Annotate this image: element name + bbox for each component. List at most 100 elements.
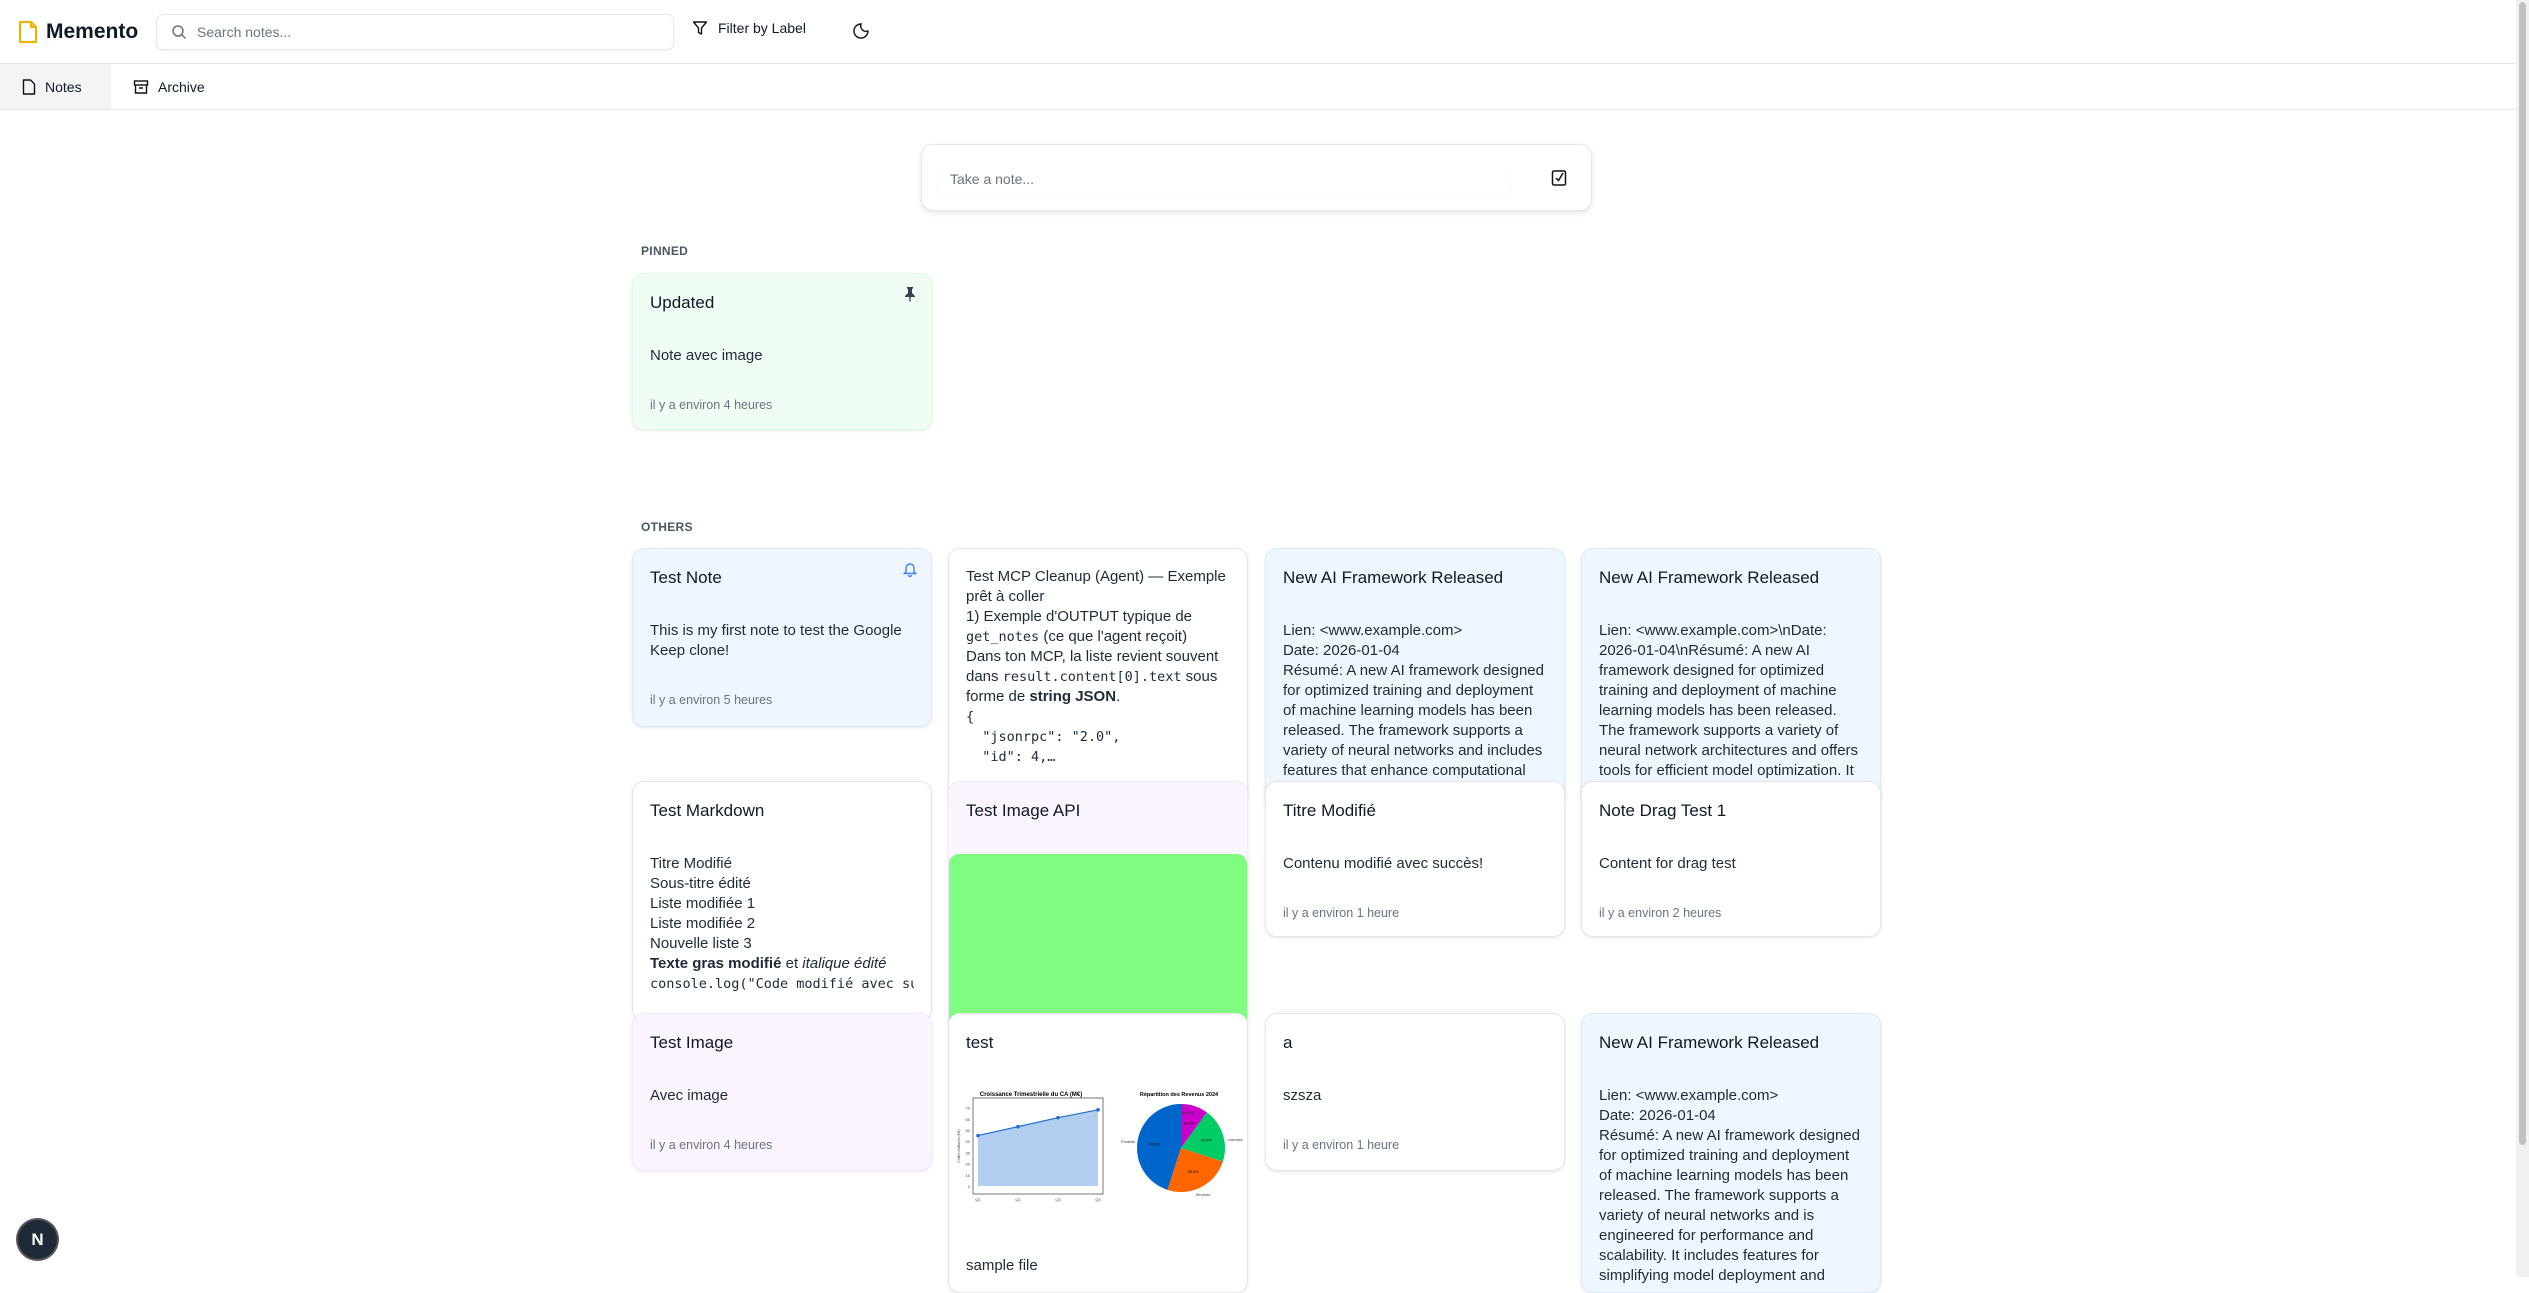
archive-icon [133, 79, 149, 94]
note-body-line: Avec image [650, 1086, 914, 1106]
pie-label: Licences [1228, 1138, 1243, 1142]
note-body: Contenu modifié avec succès! [1283, 854, 1547, 874]
text-segment: italique édité [802, 955, 887, 972]
text-segment: Titre Modifié [650, 855, 732, 872]
pie-label: Produits [1121, 1140, 1135, 1144]
note-body: This is my first note to test the Google… [650, 621, 914, 661]
note-title: New AI Framework Released [1599, 1033, 1820, 1052]
note-card[interactable]: Note Drag Test 1 Content for drag test il … [1581, 781, 1881, 937]
data-point [1016, 1124, 1020, 1129]
bell-icon[interactable] [902, 561, 918, 582]
text-segment: Texte gras modifié [650, 955, 782, 972]
text-segment: et [781, 955, 803, 972]
pie-slice [1181, 1112, 1225, 1162]
checkbox-icon[interactable] [1551, 169, 1567, 187]
note-body-line: Titre Modifié [650, 854, 914, 874]
note-body: Titre Modifié Sous-titre édité Liste modif… [650, 854, 914, 994]
text-segment: (ce que l'agent reçoit) [1039, 628, 1188, 645]
note-title: Test Image [650, 1033, 734, 1052]
note-card[interactable]: Test MCP Cleanup (Agent) — Exemple prêt … [948, 548, 1248, 808]
note-body: szsza [1283, 1086, 1547, 1106]
note-card[interactable]: Test Image API [948, 781, 1248, 1031]
note-card[interactable]: Titre Modifié Contenu modifié avec succès… [1265, 781, 1565, 937]
note-body-line: szsza [1283, 1086, 1547, 1106]
text-segment: Contenu modifié avec succès! [1283, 855, 1484, 872]
scrollbar-thumb[interactable] [2519, 2, 2526, 1145]
note-timestamp: il y a environ 2 heures [1599, 906, 1722, 920]
text-segment: { [966, 709, 975, 725]
note-composer [921, 144, 1592, 211]
pie-slice [1167, 1148, 1223, 1192]
note-timestamp: il y a environ 1 heure [1283, 906, 1400, 920]
pinned-section-label: PINNED [641, 244, 689, 258]
y-tick: 10 [966, 1173, 971, 1178]
app-logo[interactable]: Memento [18, 20, 138, 44]
data-point [1096, 1108, 1100, 1112]
note-card[interactable]: New AI Framework Released Lien: <www.exam… [1581, 1013, 1881, 1293]
dev-tools-badge[interactable]: N [18, 1220, 57, 1259]
search-input[interactable] [197, 24, 637, 40]
text-segment: Content for drag test [1599, 855, 1736, 872]
app-header: Memento Filter by Label [0, 0, 2516, 64]
y-tick: 50 [966, 1128, 971, 1133]
note-image [949, 854, 1247, 1030]
text-segment: . [1116, 688, 1121, 705]
y-tick: 30 [966, 1150, 971, 1155]
note-title: New AI Framework Released [1283, 568, 1504, 587]
take-note-input[interactable] [938, 164, 1510, 194]
pie-slice [1137, 1104, 1181, 1190]
filter-by-label-button[interactable]: Filter by Label [692, 20, 806, 36]
text-segment: string JSON [1029, 688, 1117, 705]
tab-notes[interactable]: Notes [0, 64, 111, 109]
scrollbar[interactable] [2516, 0, 2529, 1277]
pie-label: Consulting [1176, 1111, 1194, 1115]
note-card[interactable]: Test Note This is my first note to test t… [632, 548, 932, 727]
filter-icon [692, 21, 708, 35]
note-title: Updated [650, 293, 715, 312]
note-body-line: Note avec image [650, 346, 914, 366]
note-body-line: "jsonrpc": "2.0", [966, 727, 1230, 747]
pie-pct: 45.0% [1150, 1142, 1161, 1146]
note-card[interactable]: a szsza il y a environ 1 heure [1265, 1013, 1565, 1171]
pie-label: Services [1196, 1193, 1211, 1197]
note-card[interactable]: Updated Note avec image il y a environ 4 h… [632, 273, 932, 430]
pie-pct: 20.0% [1201, 1138, 1212, 1142]
file-icon [22, 78, 36, 95]
note-card[interactable]: Test Markdown Titre Modifié Sous-titre édi… [632, 781, 932, 1021]
note-body: sample file [966, 1256, 1230, 1276]
app-name: Memento [46, 19, 139, 43]
note-card[interactable]: New AI Framework Released Lien: <www.exam… [1265, 548, 1565, 808]
text-segment: szsza [1283, 1087, 1322, 1104]
search-icon [172, 25, 187, 40]
y-tick: 40 [966, 1139, 971, 1144]
y-tick: 20 [966, 1162, 971, 1167]
others-section-label: OTHERS [641, 520, 693, 534]
text-segment: "jsonrpc": "2.0", [966, 729, 1121, 745]
search-box[interactable] [156, 14, 674, 50]
note-body-line: Résumé: A new AI framework designed for … [1599, 1126, 1863, 1286]
y-tick: 0 [968, 1184, 971, 1189]
pin-icon[interactable] [903, 286, 917, 307]
note-body-line: sample file [966, 1256, 1230, 1276]
note-card[interactable]: New AI Framework Released Lien: <www.exam… [1581, 548, 1881, 808]
x-tick: Q4 [1095, 1197, 1101, 1202]
note-card[interactable]: test Croissance Trimestrielle du CA (M€) 0… [948, 1013, 1248, 1293]
moon-icon[interactable] [852, 22, 870, 40]
text-segment: Test MCP Cleanup (Agent) — Exemple prêt … [966, 568, 1231, 605]
note-title: Test Image API [966, 801, 1081, 820]
pie-chart-title: Répartition des Revenus 2024 [1140, 1092, 1219, 1098]
area-fill [978, 1109, 1098, 1186]
tab-archive[interactable]: Archive [111, 64, 227, 109]
note-card[interactable]: Test Image Avec image il y a environ 4 heu… [632, 1013, 932, 1171]
note-timestamp: il y a environ 4 heures [650, 398, 773, 412]
note-body: Content for drag test [1599, 854, 1863, 874]
text-segment: Liste modifiée 1 [650, 895, 756, 912]
text-segment: Liste modifiée 2 [650, 915, 756, 932]
note-timestamp: il y a environ 1 heure [1283, 1138, 1400, 1152]
note-body-line: Lien: <www.example.com> [1283, 621, 1547, 641]
note-logo-icon [18, 20, 38, 43]
note-body-line: console.log("Code modifié avec succès"); [650, 974, 914, 994]
note-title: Note Drag Test 1 [1599, 801, 1727, 820]
note-image-charts: Croissance Trimestrielle du CA (M€) 0 10 20… [953, 1086, 1243, 1226]
nav-tabs: Notes Archive [0, 64, 2516, 110]
